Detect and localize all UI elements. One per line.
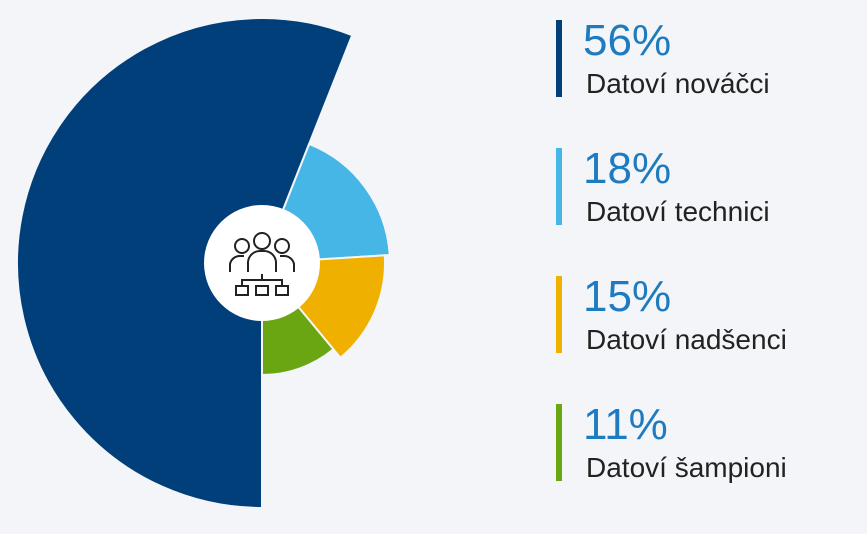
legend-value: 15% [583,272,671,321]
legend-swatch [556,404,562,481]
slice [16,17,354,510]
legend-value: 18% [583,144,671,193]
legend-value: 11% [583,400,668,449]
legend-label: Datoví nadšenci [586,324,787,355]
legend-value: 56% [583,16,671,65]
legend-label: Datoví nováčci [586,68,770,99]
legend-label: Datoví šampioni [586,452,787,483]
people-icon [229,232,295,296]
legend-label: Datoví technici [586,196,770,227]
legend-swatch [556,20,562,97]
legend-swatch [556,148,562,225]
legend-swatch [556,276,562,353]
center-circle [204,205,320,321]
